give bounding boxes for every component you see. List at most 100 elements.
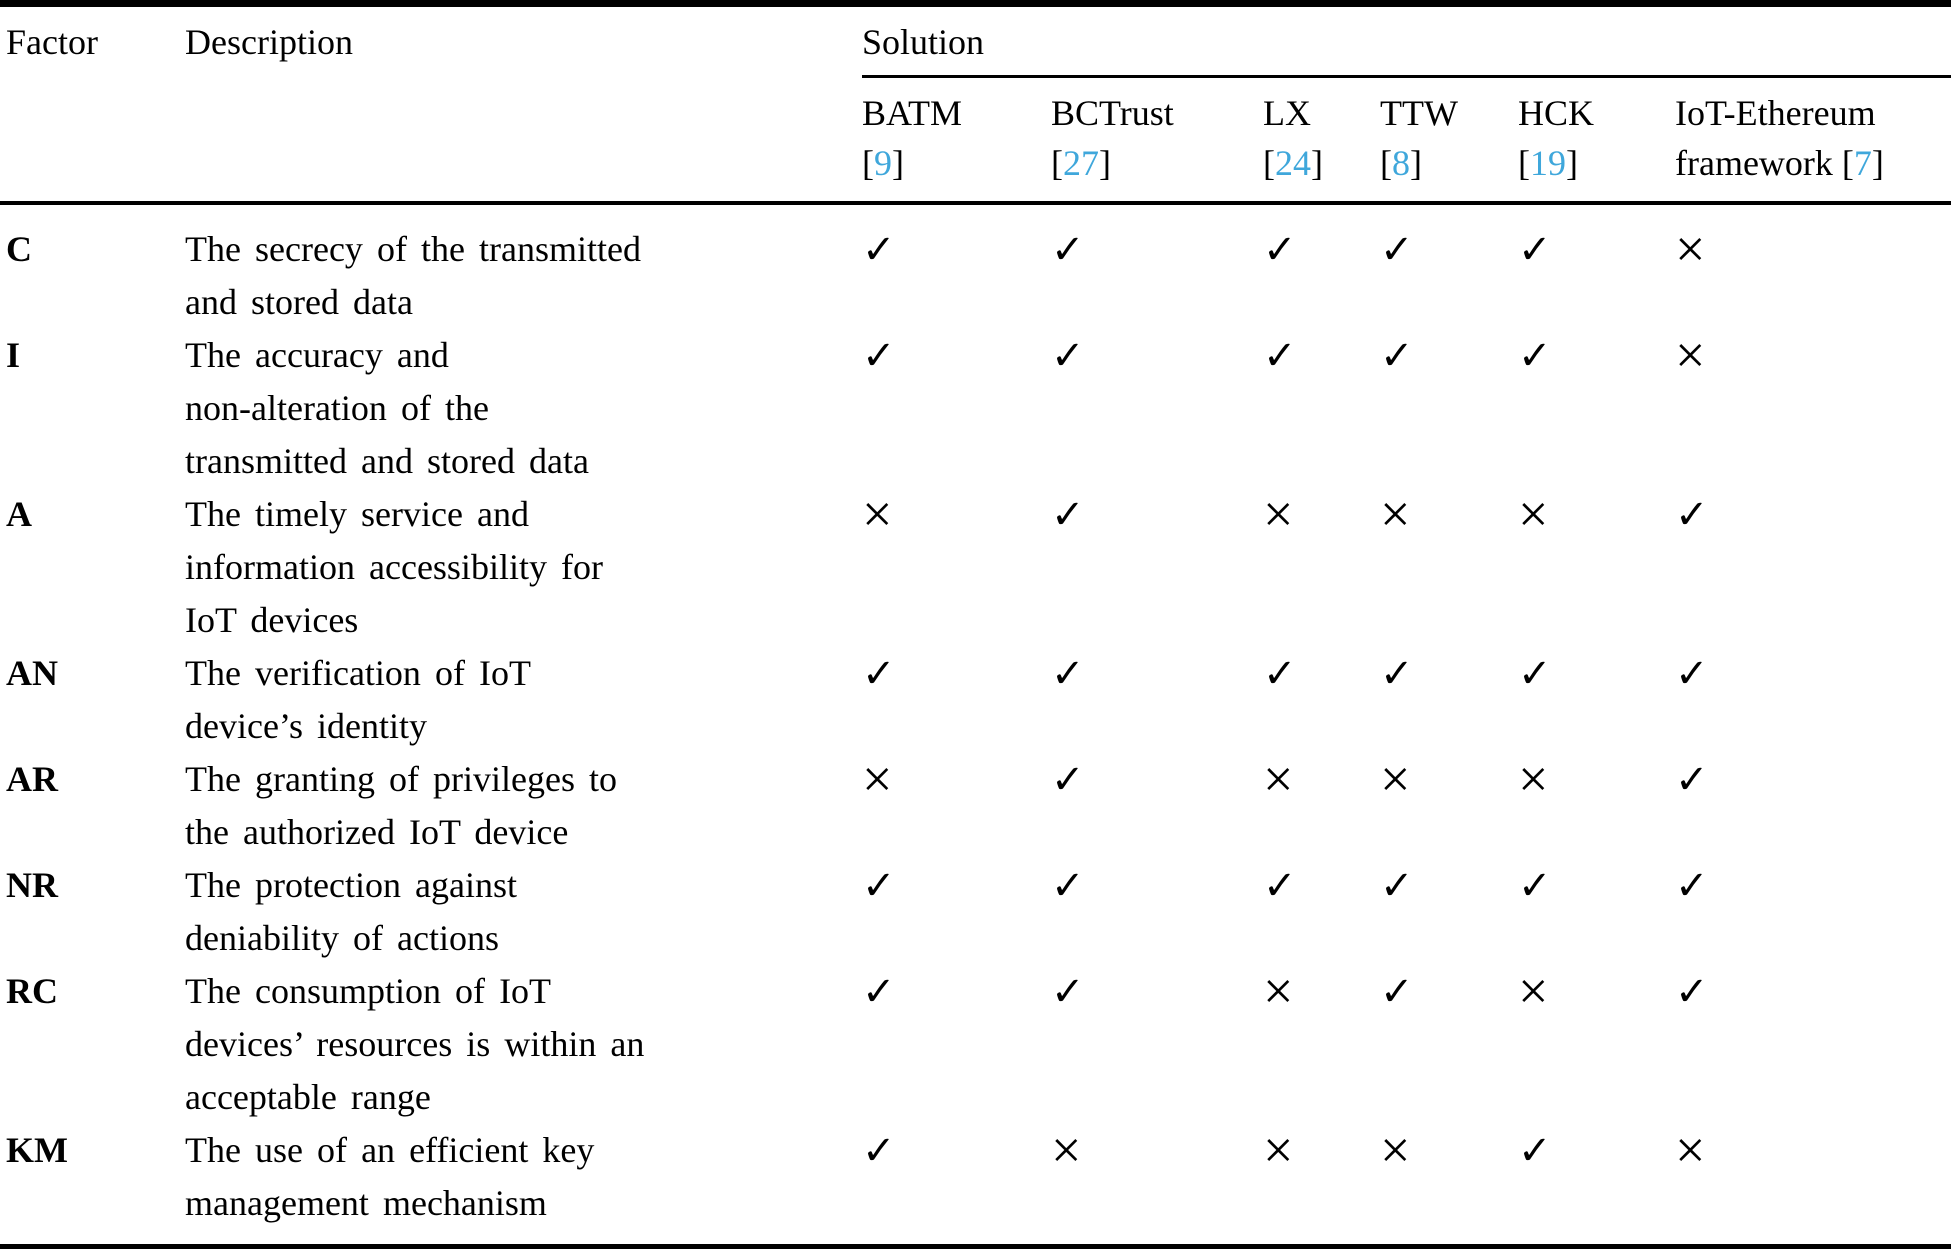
description-line: and stored data	[185, 282, 413, 322]
mark-cell: ×	[1263, 1123, 1380, 1248]
check-mark: ✓	[1263, 863, 1297, 908]
check-mark: ✓	[1675, 651, 1709, 696]
mark-cell: ✓	[1051, 647, 1263, 753]
cross-mark: ×	[1380, 484, 1411, 544]
factor-code: AR	[6, 759, 58, 799]
mark-cell: ✓	[1051, 203, 1263, 329]
description-line: The protection against	[185, 865, 517, 905]
description-line: device’s identity	[185, 706, 427, 746]
solution-subheader-row: BATM [9] BCTrust [27] LX [24] TTW [8] HC…	[0, 76, 1951, 205]
cross-mark: ×	[1380, 1120, 1411, 1180]
description-line: The timely service and	[185, 494, 529, 534]
table-row: I The accuracy and non-alteration of the t…	[0, 328, 1951, 488]
check-mark: ✓	[1380, 227, 1414, 272]
check-mark: ✓	[862, 969, 896, 1014]
solution-reference: framework [7]	[1675, 143, 1884, 183]
check-mark: ✓	[1380, 969, 1414, 1014]
table-row: A The timely service and information acce…	[0, 484, 1951, 647]
mark-cell: ×	[1518, 749, 1675, 859]
factor-code: NR	[6, 865, 58, 905]
solution-column-header: HCK [19]	[1518, 76, 1675, 205]
citation-ref[interactable]: 24	[1275, 143, 1311, 183]
solution-name: BATM	[862, 93, 963, 133]
solution-name: BCTrust	[1051, 93, 1174, 133]
mark-cell: ✓	[1051, 329, 1263, 488]
description-line: devices’ resources is within an	[185, 1024, 645, 1064]
cross-mark: ×	[1675, 219, 1706, 279]
mark-cell: ✓	[1675, 488, 1951, 647]
cross-mark: ×	[862, 749, 893, 809]
table-row: NR The protection against deniability of …	[0, 859, 1951, 965]
check-mark: ✓	[1675, 757, 1709, 802]
description-line: The secrecy of the transmitted	[185, 229, 641, 269]
check-mark: ✓	[1518, 1128, 1552, 1173]
check-mark: ✓	[862, 227, 896, 272]
mark-cell: ✓	[1380, 859, 1518, 965]
factor-code: AN	[6, 653, 58, 693]
description-line: The use of an efficient key	[185, 1130, 595, 1170]
check-mark: ✓	[862, 1128, 896, 1173]
factor-description: The timely service and information access…	[185, 488, 862, 647]
cross-mark: ×	[1675, 1120, 1706, 1180]
table-row: KM The use of an efficient key management…	[0, 1120, 1951, 1248]
factor-description: The granting of privileges to the authori…	[185, 753, 862, 859]
mark-cell: ×	[1518, 484, 1675, 647]
table-row: RC The consumption of IoT devices’ resour…	[0, 961, 1951, 1124]
solution-name: HCK	[1518, 93, 1595, 133]
mark-cell: ✓	[862, 1124, 1051, 1248]
citation-ref[interactable]: 9	[874, 143, 892, 183]
mark-cell: ✓	[1051, 488, 1263, 647]
cross-mark: ×	[1380, 749, 1411, 809]
mark-cell: ✓	[1518, 203, 1675, 329]
mark-cell: ✓	[1380, 203, 1518, 329]
description-line: information accessibility for	[185, 547, 603, 587]
column-header-description: Description	[185, 3, 862, 205]
mark-cell: ✓	[1518, 647, 1675, 753]
mark-cell: ✓	[1518, 859, 1675, 965]
solution-reference: [24]	[1263, 143, 1323, 183]
mark-cell: ✓	[1675, 647, 1951, 753]
mark-cell: ✓	[1675, 965, 1951, 1124]
description-line: The accuracy and	[185, 335, 449, 375]
description-line: IoT devices	[185, 600, 359, 640]
solution-name: IoT-Ethereum	[1675, 93, 1876, 133]
factor-code: C	[6, 229, 32, 269]
citation-ref[interactable]: 8	[1392, 143, 1410, 183]
table-header: Factor Description Solution BATM [9] BCT…	[0, 3, 1951, 205]
mark-cell: ×	[1380, 484, 1518, 647]
mark-cell: ×	[1380, 1120, 1518, 1248]
mark-cell: ×	[862, 749, 1051, 859]
check-mark: ✓	[862, 863, 896, 908]
mark-cell: ✓	[862, 647, 1051, 753]
cross-mark: ×	[1518, 961, 1549, 1021]
mark-cell: ✓	[1051, 965, 1263, 1124]
check-mark: ✓	[1675, 492, 1709, 537]
solution-name: LX	[1263, 93, 1311, 133]
citation-ref[interactable]: 27	[1063, 143, 1099, 183]
mark-cell: ✓	[862, 859, 1051, 965]
citation-ref[interactable]: 7	[1853, 143, 1872, 183]
mark-cell: ✓	[1380, 647, 1518, 753]
cross-mark: ×	[1518, 749, 1549, 809]
description-line: The granting of privileges to	[185, 759, 618, 799]
check-mark: ✓	[1051, 651, 1085, 696]
check-mark: ✓	[1518, 227, 1552, 272]
factor-description: The consumption of IoT devices’ resources…	[185, 965, 862, 1124]
cross-mark: ×	[1518, 484, 1549, 544]
column-header-factor: Factor	[0, 3, 185, 205]
solution-reference: [19]	[1518, 143, 1578, 183]
table-row: AN The verification of IoT device’s ident…	[0, 647, 1951, 753]
cross-mark: ×	[1263, 749, 1294, 809]
solution-column-header: BCTrust [27]	[1051, 76, 1263, 205]
check-mark: ✓	[1051, 969, 1085, 1014]
mark-cell: ✓	[862, 329, 1051, 488]
citation-ref[interactable]: 19	[1530, 143, 1566, 183]
mark-cell: ✓	[1518, 329, 1675, 488]
mark-cell: ✓	[1263, 329, 1380, 488]
check-mark: ✓	[1675, 969, 1709, 1014]
check-mark: ✓	[1380, 333, 1414, 378]
check-mark: ✓	[1051, 757, 1085, 802]
check-mark: ✓	[1518, 863, 1552, 908]
factor-code: I	[6, 335, 21, 375]
